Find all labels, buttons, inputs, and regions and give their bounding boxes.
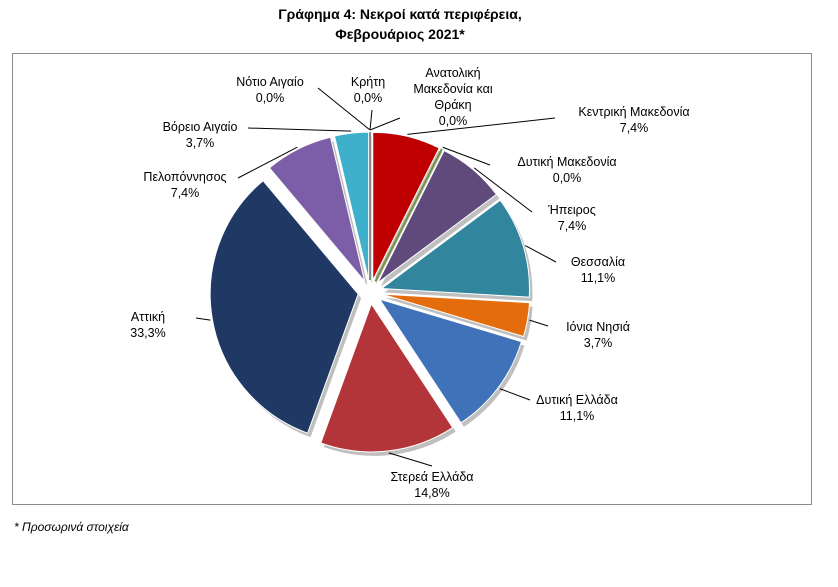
leader-line — [369, 109, 373, 131]
slice — [378, 298, 523, 424]
data-label: Στερεά Ελλάδα 14,8% — [390, 469, 473, 501]
leader-line — [473, 167, 533, 213]
leader-line — [247, 127, 352, 132]
leader-line — [237, 146, 298, 179]
leader-line — [442, 146, 491, 166]
data-label: Νότιο Αιγαίο 0,0% — [236, 74, 304, 106]
category-label: Ιόνια Νησιά — [566, 320, 630, 334]
data-label: Κεντρική Μακεδονία 7,4% — [578, 104, 689, 136]
value-label: 7,4% — [170, 186, 200, 200]
data-label: Πελοπόννησος 7,4% — [143, 169, 226, 201]
slice — [377, 149, 498, 284]
slice — [333, 131, 370, 281]
slice — [372, 131, 440, 281]
data-label: Δυτική Μακεδονία 0,0% — [517, 154, 616, 186]
category-label: Στερεά Ελλάδα — [390, 470, 474, 484]
category-label: Βόρειο Αιγαίο — [162, 120, 238, 134]
value-label: 33,3% — [130, 326, 166, 340]
leader-line — [317, 87, 371, 131]
title-line: Φεβρουάριος 2021* — [335, 26, 465, 42]
slice — [380, 199, 530, 298]
category-label: Πελοπόννησος — [143, 170, 227, 184]
leader-line — [195, 317, 211, 321]
slice — [320, 302, 454, 453]
category-label: Αττική — [130, 310, 166, 324]
value-label: 11,1% — [580, 271, 616, 285]
value-label: 11,1% — [559, 409, 595, 423]
footnote: * Προσωρινά στοιχεία — [14, 520, 129, 534]
slice — [268, 136, 366, 282]
data-label: Κρήτη 0,0% — [351, 74, 385, 106]
value-label: 0,0% — [353, 91, 383, 105]
category-label: Θεσσαλία — [570, 255, 626, 269]
category-label: Δυτική Ελλάδα — [536, 393, 618, 407]
category-label: Νότιο Αιγαίο — [236, 75, 304, 89]
data-label: Βόρειο Αιγαίο 3,7% — [163, 119, 238, 151]
value-label: 0,0% — [438, 114, 468, 128]
title-line: Γράφημα 4: Νεκροί κατά περιφέρεια, — [278, 6, 522, 22]
value-label: 7,4% — [557, 219, 587, 233]
chart-frame — [12, 53, 812, 505]
value-label: 0,0% — [552, 171, 582, 185]
chart-title: Γράφημα 4: Νεκροί κατά περιφέρεια, Φεβρο… — [0, 4, 800, 44]
slice — [381, 293, 531, 338]
category-label: Ήπειρος — [548, 203, 596, 217]
data-label: Αττική 33,3% — [130, 309, 165, 341]
value-label: 3,7% — [185, 136, 215, 150]
data-label: Ήπειρος 7,4% — [548, 202, 596, 234]
leader-line — [499, 388, 531, 401]
category-label: Ανατολική Μακεδονία και Θράκη — [413, 66, 493, 112]
leader-line — [388, 452, 433, 467]
value-label: 0,0% — [255, 91, 285, 105]
data-label: Ιόνια Νησιά 3,7% — [566, 319, 630, 351]
data-label: Ανατολική Μακεδονία και Θράκη 0,0% — [403, 65, 503, 129]
category-label: Κρήτη — [350, 75, 386, 89]
leader-line — [407, 117, 556, 135]
leader-line — [524, 245, 557, 263]
value-label: 7,4% — [619, 121, 649, 135]
category-label: Δυτική Μακεδονία — [517, 155, 617, 169]
slice — [209, 180, 359, 434]
leader-line — [369, 117, 401, 131]
slice — [374, 148, 443, 282]
leader-line — [529, 319, 549, 327]
category-label: Κεντρική Μακεδονία — [578, 105, 690, 119]
value-label: 14,8% — [414, 486, 450, 500]
data-label: Θεσσαλία 11,1% — [571, 254, 625, 286]
data-label: Δυτική Ελλάδα 11,1% — [536, 392, 618, 424]
value-label: 3,7% — [583, 336, 613, 350]
